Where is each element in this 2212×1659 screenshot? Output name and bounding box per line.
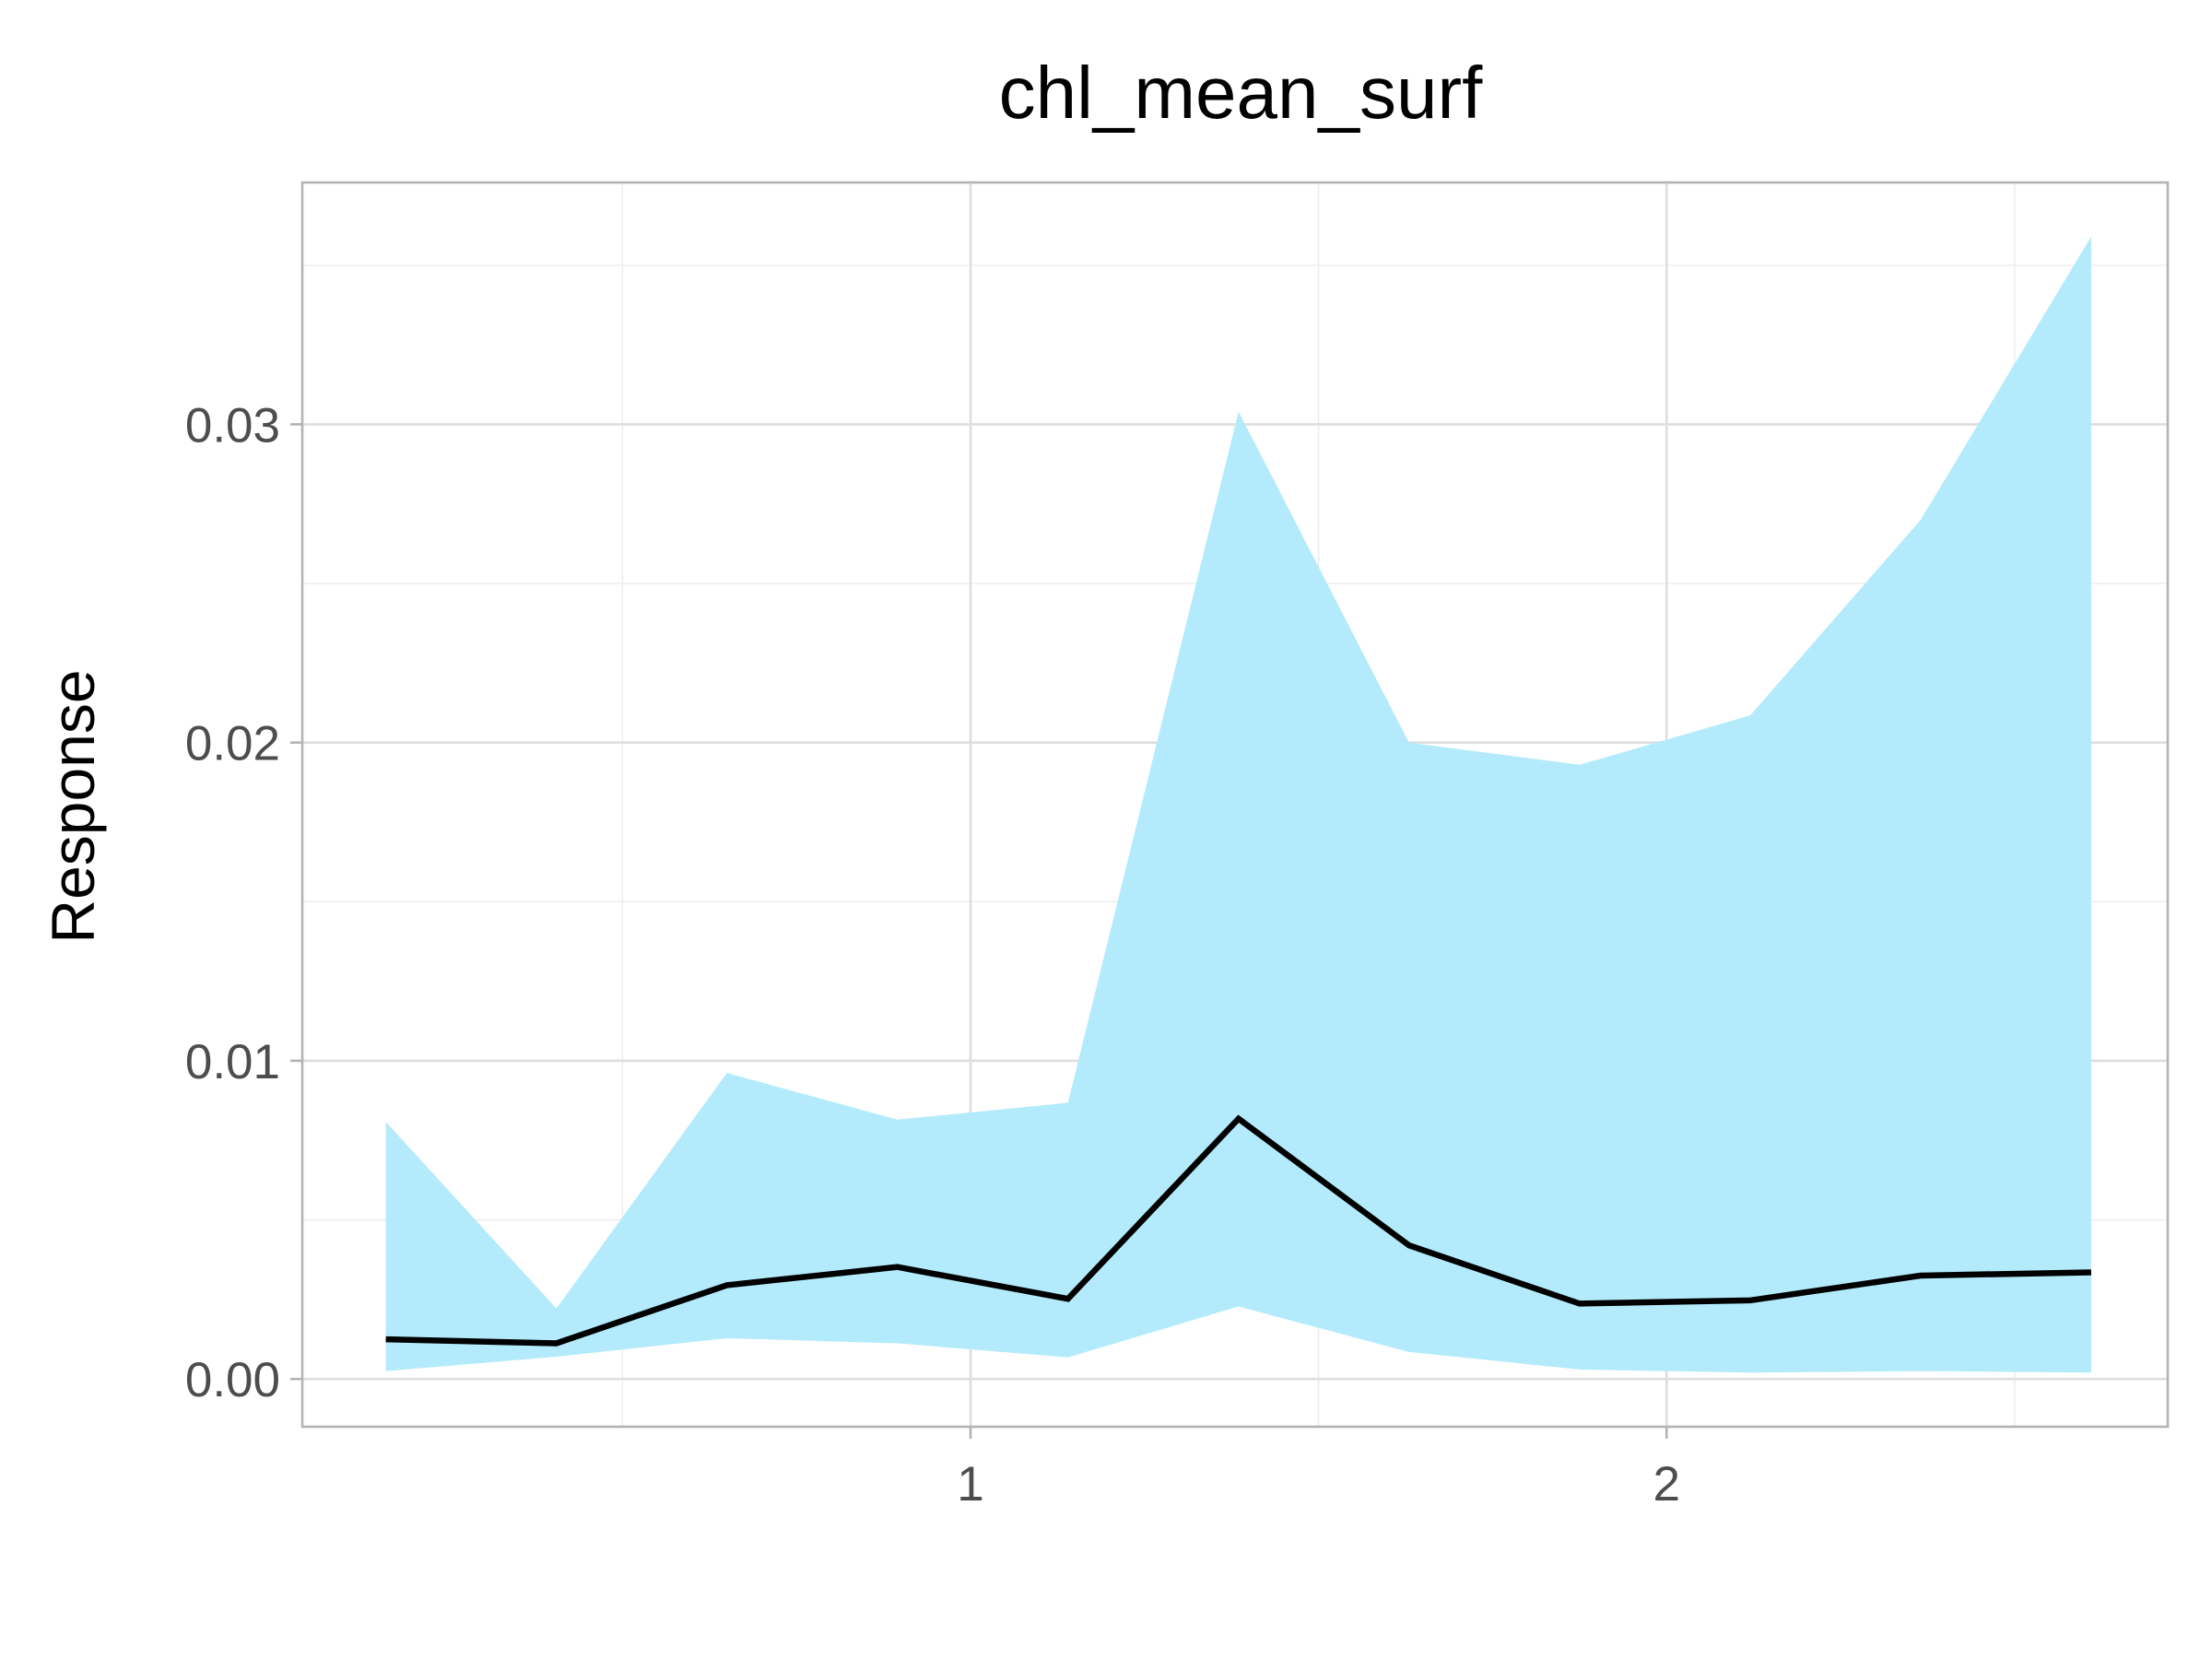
- x-tick-label-1: 2: [1653, 1457, 1679, 1512]
- y-axis-label: Response: [39, 669, 107, 943]
- panel-border: [300, 181, 2170, 1429]
- y-tick-label-2: 0.02: [185, 717, 280, 771]
- axis-ticks: 0.00 0.01 0.02 0.03 1 2: [185, 398, 1680, 1512]
- response-line: [385, 1114, 2091, 1347]
- x-tick-label-0: 1: [957, 1457, 983, 1512]
- y-tick-label-3: 0.03: [185, 398, 280, 453]
- confidence-ribbon: [385, 236, 2091, 1373]
- y-tick-label-1: 0.01: [185, 1035, 280, 1089]
- plot-area: [385, 236, 2091, 1373]
- y-tick-label-0: 0.00: [185, 1353, 280, 1407]
- chart-title: chl_mean_surf: [999, 52, 1484, 134]
